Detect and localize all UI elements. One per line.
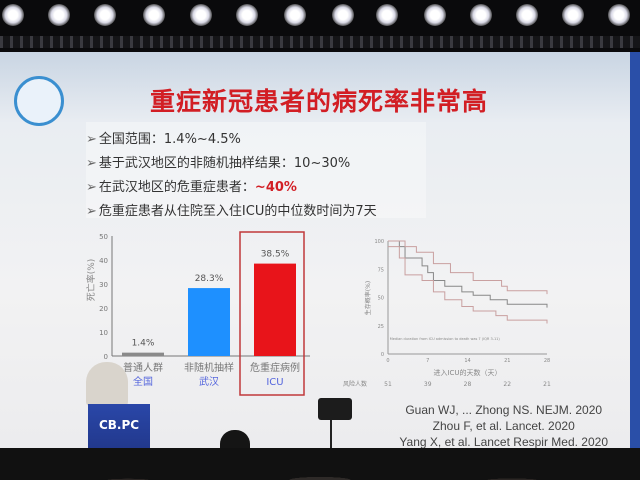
stage-light <box>562 4 584 26</box>
stage-light <box>376 4 398 26</box>
society-logo <box>14 76 64 126</box>
category-sublabel: 武汉 <box>199 375 219 388</box>
y-tick-label: 0 <box>104 353 108 361</box>
stage-light <box>516 4 538 26</box>
bullet-item: ➢ 全国范围：1.4%~4.5% <box>86 132 241 147</box>
bar-value-label: 38.5% <box>261 250 290 260</box>
category-label: 普通人群 <box>123 361 163 374</box>
bullet-text: 在武汉地区的危重症患者： <box>98 180 255 195</box>
podium-logo: CB.PC <box>98 418 140 432</box>
reference: Yang X, et al. Lancet Respir Med. 2020 <box>399 435 608 449</box>
speaker <box>86 362 128 406</box>
bar <box>188 288 230 356</box>
stage-light <box>424 4 446 26</box>
stage-light <box>143 4 165 26</box>
km-y-tick-label: 50 <box>378 296 384 302</box>
km-y-tick-label: 75 <box>378 267 384 273</box>
km-x-tick-label: 28 <box>544 358 550 364</box>
risk-count: 39 <box>424 381 432 388</box>
stage-light <box>284 4 306 26</box>
stage-light <box>190 4 212 26</box>
km-annotation: Median duration from ICU admission to de… <box>390 337 501 341</box>
stage-light <box>332 4 354 26</box>
km-y-tick-label: 25 <box>378 324 384 330</box>
bullet-item: ➢ 在武汉地区的危重症患者：~40% <box>86 180 297 195</box>
bar <box>254 263 296 356</box>
y-tick-label: 50 <box>99 233 108 241</box>
km-y-tick-label: 100 <box>374 239 384 245</box>
stage-light <box>94 4 116 26</box>
y-tick-label: 20 <box>99 305 108 313</box>
reference: Guan WJ, ... Zhong NS. NEJM. 2020 <box>405 403 603 417</box>
category-sublabel: ICU <box>266 377 283 388</box>
stage-light <box>48 4 70 26</box>
video-camera <box>318 398 352 420</box>
bar <box>122 352 164 356</box>
km-x-tick-label: 7 <box>426 358 429 364</box>
reference: Zhou F, et al. Lancet. 2020 <box>432 419 575 433</box>
bullet-text: 危重症患者从住院至入住ICU的中位数时间为7天 <box>98 204 377 219</box>
screen-frame <box>630 52 640 448</box>
stage-light <box>236 4 258 26</box>
y-tick-label: 10 <box>99 329 108 337</box>
y-tick-label: 30 <box>99 281 108 289</box>
bullet-item: ➢ 危重症患者从住院至入住ICU的中位数时间为7天 <box>86 204 377 219</box>
km-x-tick-label: 21 <box>504 358 510 364</box>
km-x-tick-label: 0 <box>386 358 389 364</box>
category-sublabel: 全国 <box>133 375 153 388</box>
references: Guan WJ, ... Zhong NS. NEJM. 2020 Zhou F… <box>399 402 608 450</box>
risk-count: 22 <box>503 381 511 388</box>
stage-light <box>608 4 630 26</box>
stage-lighting-rig <box>0 0 640 52</box>
km-x-tick-label: 14 <box>464 358 470 364</box>
km-y-axis-label: 生存概率(%) <box>364 281 372 315</box>
risk-count: 21 <box>543 381 551 388</box>
risk-table-label: 风险人数 <box>343 380 367 388</box>
slide-title: 重症新冠患者的病死率非常高 <box>150 87 489 116</box>
audience <box>0 448 640 480</box>
bullet-list: ➢ 全国范围：1.4%~4.5% ➢ 基于武汉地区的非随机抽样结果：10~30% ➢… <box>86 122 426 219</box>
stage-light <box>470 4 492 26</box>
category-label: 非随机抽样 <box>184 361 234 374</box>
km-curve-estimate <box>388 240 548 308</box>
bullet-text: 全国范围：1.4%~4.5% <box>98 132 241 147</box>
highlight-box <box>239 231 305 396</box>
category-label: 危重症病例 <box>250 361 300 374</box>
km-curve-upper <box>388 240 548 295</box>
bullet-item: ➢ 基于武汉地区的非随机抽样结果：10~30% <box>86 156 351 171</box>
stage-light <box>2 4 24 26</box>
km-x-axis-label: 进入ICU的天数（天） <box>433 368 501 377</box>
truss <box>0 36 640 48</box>
bar-value-label: 1.4% <box>132 339 155 349</box>
risk-count: 28 <box>464 381 472 388</box>
y-axis-label: 死亡率(%) <box>85 259 97 302</box>
bar-value-label: 28.3% <box>195 274 224 284</box>
km-y-tick-label: 0 <box>381 352 384 358</box>
km-curve-lower <box>388 246 548 324</box>
bullet-highlight: ~40% <box>254 180 297 195</box>
bullet-text: 基于武汉地区的非随机抽样结果：10~30% <box>98 156 351 171</box>
risk-count: 51 <box>384 381 392 388</box>
y-tick-label: 40 <box>99 257 108 265</box>
